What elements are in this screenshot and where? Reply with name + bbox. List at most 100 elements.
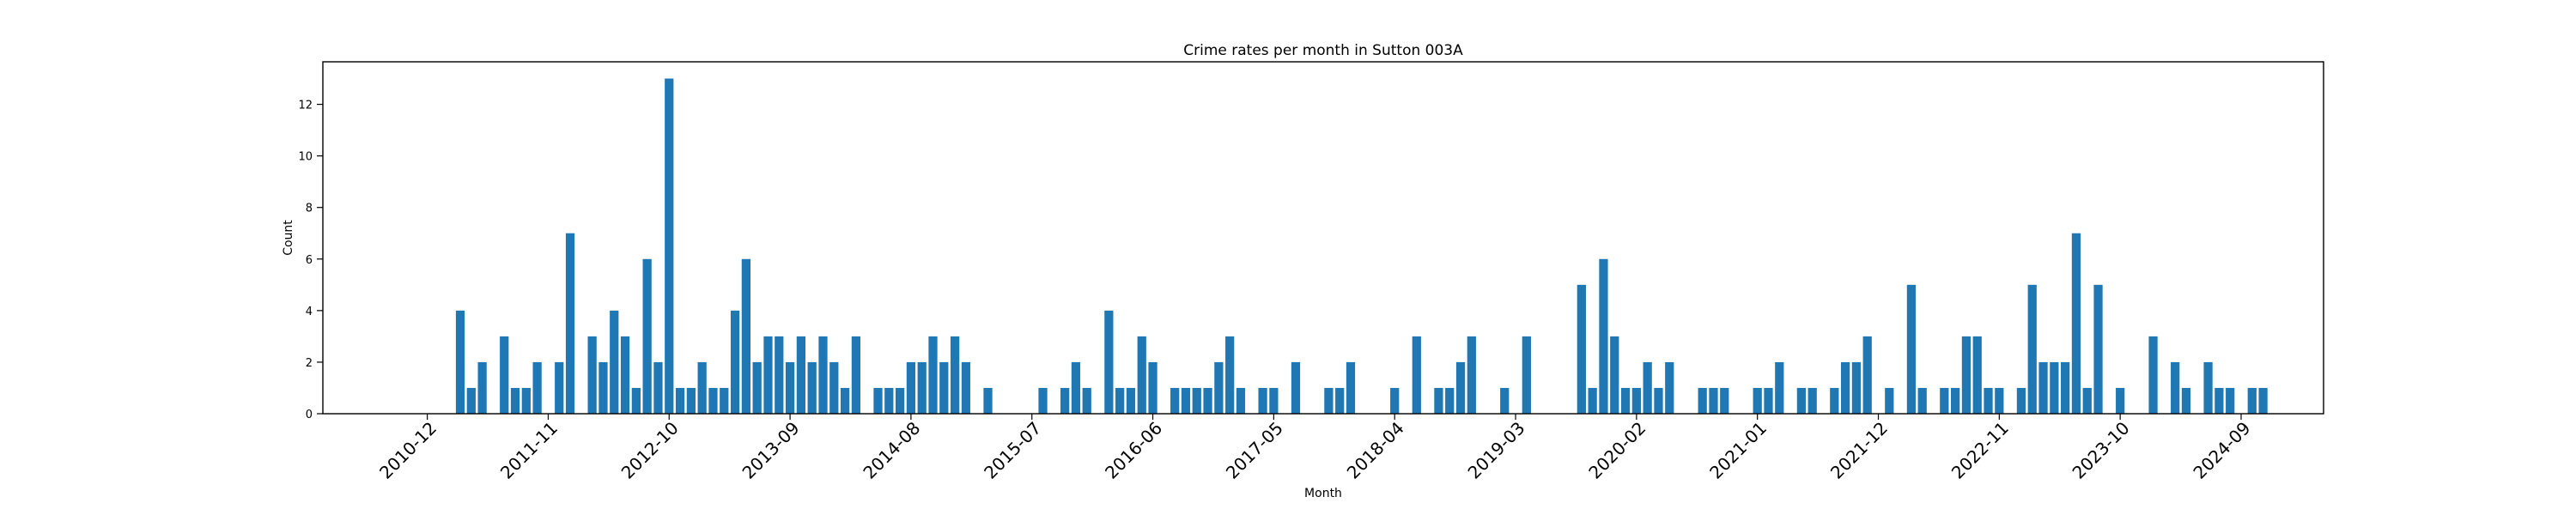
bar-2012-05 [610, 310, 619, 414]
bar-2023-05 [2061, 361, 2070, 414]
bar-2022-07 [1951, 387, 1960, 414]
bar-2018-04 [1390, 387, 1400, 414]
bar-2011-05 [477, 361, 487, 414]
bar-2012-11 [675, 387, 685, 414]
bar-2024-03 [2171, 361, 2180, 414]
bar-2015-10 [1060, 387, 1070, 414]
y-tick-label-2: 2 [306, 357, 313, 370]
bar-2020-08 [1698, 387, 1707, 414]
bar-2022-06 [1940, 387, 1949, 414]
bar-2016-09 [1181, 387, 1191, 414]
bar-2015-08 [1038, 387, 1048, 414]
bar-2014-09 [917, 361, 927, 414]
x-axis-title: Month [1304, 487, 1342, 500]
bar-2012-06 [620, 336, 630, 414]
bars-group [455, 78, 2268, 415]
bar-2019-11 [1599, 258, 1608, 414]
bar-2021-03 [1775, 361, 1784, 414]
bar-2020-04 [1654, 387, 1663, 414]
bar-2020-01 [1620, 387, 1631, 414]
plot-frame [322, 61, 2324, 415]
bar-2013-11 [807, 361, 817, 414]
bar-2023-06 [2071, 233, 2081, 414]
bar-2016-12 [1214, 361, 1224, 414]
chart-title: Crime rates per month in Sutton 003A [1183, 42, 1463, 59]
bar-2012-08 [642, 258, 652, 414]
bar-2012-07 [631, 387, 641, 414]
bar-2011-08 [510, 387, 520, 414]
bar-2021-01 [1753, 387, 1762, 414]
bar-2011-07 [500, 336, 509, 414]
bar-2017-04 [1258, 387, 1267, 414]
y-tick-label-12: 12 [298, 100, 313, 112]
bar-2013-04 [730, 310, 740, 414]
bar-2013-10 [796, 336, 806, 414]
bar-2015-03 [983, 387, 993, 414]
bar-2014-10 [928, 336, 938, 414]
bar-2022-04 [1917, 387, 1927, 414]
bar-2024-01 [2148, 336, 2158, 414]
bar-2020-02 [1631, 387, 1641, 414]
bar-2020-05 [1665, 361, 1674, 414]
bar-2021-10 [1851, 361, 1862, 414]
bar-2022-03 [1906, 284, 1917, 414]
y-tick-label-6: 6 [306, 254, 313, 267]
bar-2015-01 [961, 361, 971, 414]
bar-2012-03 [587, 336, 597, 414]
bar-2023-07 [2082, 387, 2092, 414]
bar-2022-11 [1995, 387, 2004, 414]
bar-2019-10 [1588, 387, 1597, 414]
bar-2017-02 [1236, 387, 1246, 414]
bar-2013-08 [775, 336, 784, 414]
bar-2018-08 [1434, 387, 1443, 414]
bar-2017-05 [1269, 387, 1279, 414]
bar-2016-11 [1203, 387, 1212, 414]
bar-2024-10 [2247, 387, 2257, 414]
bar-2018-09 [1445, 387, 1455, 414]
bar-2022-09 [1972, 336, 1982, 414]
bar-2024-11 [2258, 387, 2268, 414]
bar-2012-04 [598, 361, 608, 414]
bar-2018-10 [1455, 361, 1466, 414]
bar-2014-06 [884, 387, 894, 414]
bar-2016-02 [1104, 310, 1114, 414]
bar-2017-01 [1225, 336, 1235, 414]
bar-2016-06 [1148, 361, 1157, 414]
bar-2017-07 [1291, 361, 1301, 414]
bar-2011-10 [532, 361, 542, 414]
bar-2023-01 [2016, 387, 2026, 414]
bar-2013-06 [752, 361, 762, 414]
bar-2016-03 [1115, 387, 1125, 414]
y-axis-title: Count [282, 220, 295, 256]
bar-2015-12 [1082, 387, 1091, 414]
bar-2013-07 [763, 336, 773, 414]
bar-2012-09 [653, 361, 663, 414]
y-tick-label-10: 10 [298, 151, 313, 164]
bar-2011-12 [555, 361, 564, 414]
bar-2016-04 [1126, 387, 1136, 414]
bar-2019-09 [1577, 284, 1586, 414]
bar-2016-10 [1192, 387, 1201, 414]
bar-2014-01 [829, 361, 839, 414]
bar-2023-08 [2093, 284, 2103, 414]
bar-2022-08 [1961, 336, 1971, 414]
bar-2015-11 [1071, 361, 1081, 414]
bar-2020-09 [1709, 387, 1718, 414]
bar-2024-08 [2226, 387, 2235, 414]
bar-2014-03 [851, 336, 861, 414]
y-axis-ticks: 0 2 4 6 8 10 12 [298, 100, 323, 421]
bar-2011-03 [455, 310, 465, 414]
bar-2018-11 [1467, 336, 1476, 414]
bar-2021-05 [1796, 387, 1807, 414]
bar-2019-02 [1500, 387, 1510, 414]
bar-2013-02 [708, 387, 718, 414]
bar-2024-04 [2181, 387, 2191, 414]
bar-2016-05 [1137, 336, 1146, 414]
bar-2014-11 [939, 361, 949, 414]
bar-2013-01 [697, 361, 707, 414]
bar-2014-07 [895, 387, 905, 414]
bar-2023-02 [2027, 284, 2037, 414]
bar-2013-03 [720, 387, 729, 414]
bar-2020-03 [1643, 361, 1652, 414]
bar-2024-07 [2215, 387, 2224, 414]
